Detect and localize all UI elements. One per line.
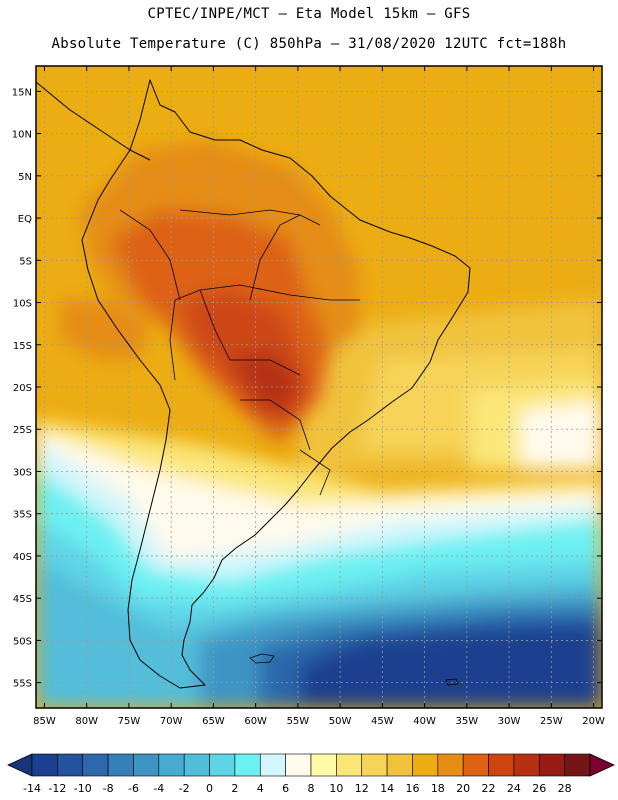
colorbar-swatch	[82, 753, 109, 777]
colorbar-tick-label: 16	[405, 782, 419, 795]
colorbar-swatch	[386, 753, 413, 777]
lon-tick-label: 30W	[498, 716, 521, 727]
colorbar-swatch	[57, 753, 84, 777]
lat-tick-label: 25S	[13, 425, 32, 436]
colorbar-swatch	[488, 753, 515, 777]
lat-tick-label: 20S	[13, 383, 32, 394]
colorbar-tick-label: -8	[103, 782, 114, 795]
colorbar-tick-label: 6	[282, 782, 289, 795]
chart-title-line2: Absolute Temperature (C) 850hPa – 31/08/…	[51, 36, 567, 52]
colorbar-tick-label: -10	[74, 782, 92, 795]
colorbar-tick-label: 10	[329, 782, 343, 795]
lon-tick-label: 40W	[413, 716, 436, 727]
lat-tick-label: 10N	[12, 130, 32, 141]
lat-tick-label: 55S	[13, 679, 32, 690]
lon-tick-label: 25W	[540, 716, 563, 727]
colorbar-swatch	[564, 753, 591, 777]
colorbar-swatch	[31, 753, 58, 777]
colorbar-swatch	[133, 753, 160, 777]
temperature-field	[36, 66, 602, 708]
colorbar-tick-label: 18	[431, 782, 445, 795]
lon-tick-label: 70W	[160, 716, 183, 727]
lon-tick-label: 75W	[118, 716, 141, 727]
colorbar-swatch	[513, 753, 540, 777]
colorbar: -14 -12 -10 -8 -6 -4 -2 0 2 4 6 8 10 12 14 16 18 20 22 24 26…	[7, 753, 615, 795]
colorbar-tick-label: 26	[532, 782, 546, 795]
colorbar-tick-label: 20	[456, 782, 470, 795]
lat-tick-label: 30S	[13, 467, 32, 478]
colorbar-swatch	[259, 753, 286, 777]
colorbar-tick-label: -4	[153, 782, 164, 795]
colorbar-tick-label: 4	[257, 782, 264, 795]
longitude-axis: 85W 80W 75W 70W 65W 60W 55W 50W 45W 40W 35W 30W 25W 2…	[33, 716, 605, 727]
country-borders	[119, 209, 360, 496]
lon-tick-label: 65W	[202, 716, 225, 727]
colorbar-swatch	[538, 753, 565, 777]
colorbar-low-arrow	[7, 753, 33, 777]
colorbar-tick-label: 12	[355, 782, 369, 795]
coastlines	[36, 79, 471, 689]
colorbar-tick-label: -2	[179, 782, 190, 795]
lat-tick-label: 35S	[13, 510, 32, 521]
colorbar-swatch	[107, 753, 134, 777]
lon-tick-label: 35W	[456, 716, 479, 727]
lat-tick-label: 5N	[18, 172, 32, 183]
south-america-coastline	[81, 79, 471, 689]
lon-tick-label: 55W	[287, 716, 310, 727]
lat-tick-label: 50S	[13, 636, 32, 647]
chart-title-line1: CPTEC/INPE/MCT – Eta Model 15km – GFS	[147, 6, 471, 22]
colorbar-tick-label: 14	[380, 782, 394, 795]
latitude-axis: 15N 10N 5N EQ 5S 10S 15S 20S 25S 30S 35S 40S 45S 50S 5…	[12, 87, 32, 689]
lat-tick-label: 15S	[13, 341, 32, 352]
lat-tick-label: 5S	[19, 256, 32, 267]
colorbar-swatch	[310, 753, 337, 777]
colorbar-tick-label: -12	[48, 782, 66, 795]
colorbar-high-arrow	[589, 753, 615, 777]
colorbar-swatch	[234, 753, 261, 777]
colorbar-swatch	[158, 753, 185, 777]
colorbar-tick-label: -14	[23, 782, 41, 795]
lon-tick-label: 50W	[329, 716, 352, 727]
colorbar-tick-label: 0	[206, 782, 213, 795]
colorbar-tick-label: 8	[308, 782, 315, 795]
colorbar-swatch	[462, 753, 489, 777]
colorbar-swatch	[336, 753, 363, 777]
lon-tick-label: 60W	[244, 716, 267, 727]
colorbar-tick-label: -6	[128, 782, 139, 795]
colorbar-swatch	[183, 753, 210, 777]
axis-ticks	[36, 66, 602, 708]
lat-tick-label: 10S	[13, 299, 32, 310]
colorbar-tick-label: 28	[558, 782, 572, 795]
colorbar-swatch	[209, 753, 236, 777]
lat-tick-label: EQ	[18, 214, 32, 225]
lat-tick-label: 45S	[13, 594, 32, 605]
lon-tick-label: 80W	[75, 716, 98, 727]
colorbar-tick-label: 2	[231, 782, 238, 795]
island-outlines	[249, 653, 459, 686]
colorbar-tick-label: 22	[482, 782, 496, 795]
colorbar-swatch	[437, 753, 464, 777]
lon-tick-label: 20W	[582, 716, 605, 727]
lon-tick-label: 45W	[371, 716, 394, 727]
lon-tick-label: 85W	[33, 716, 56, 727]
colorbar-swatch	[361, 753, 388, 777]
central-america-coastline	[36, 81, 151, 161]
lat-lon-grid	[36, 66, 602, 708]
colorbar-swatch	[285, 753, 312, 777]
lat-tick-label: 40S	[13, 552, 32, 563]
lat-tick-label: 15N	[12, 87, 32, 98]
colorbar-tick-label: 24	[507, 782, 521, 795]
colorbar-swatch	[412, 753, 439, 777]
